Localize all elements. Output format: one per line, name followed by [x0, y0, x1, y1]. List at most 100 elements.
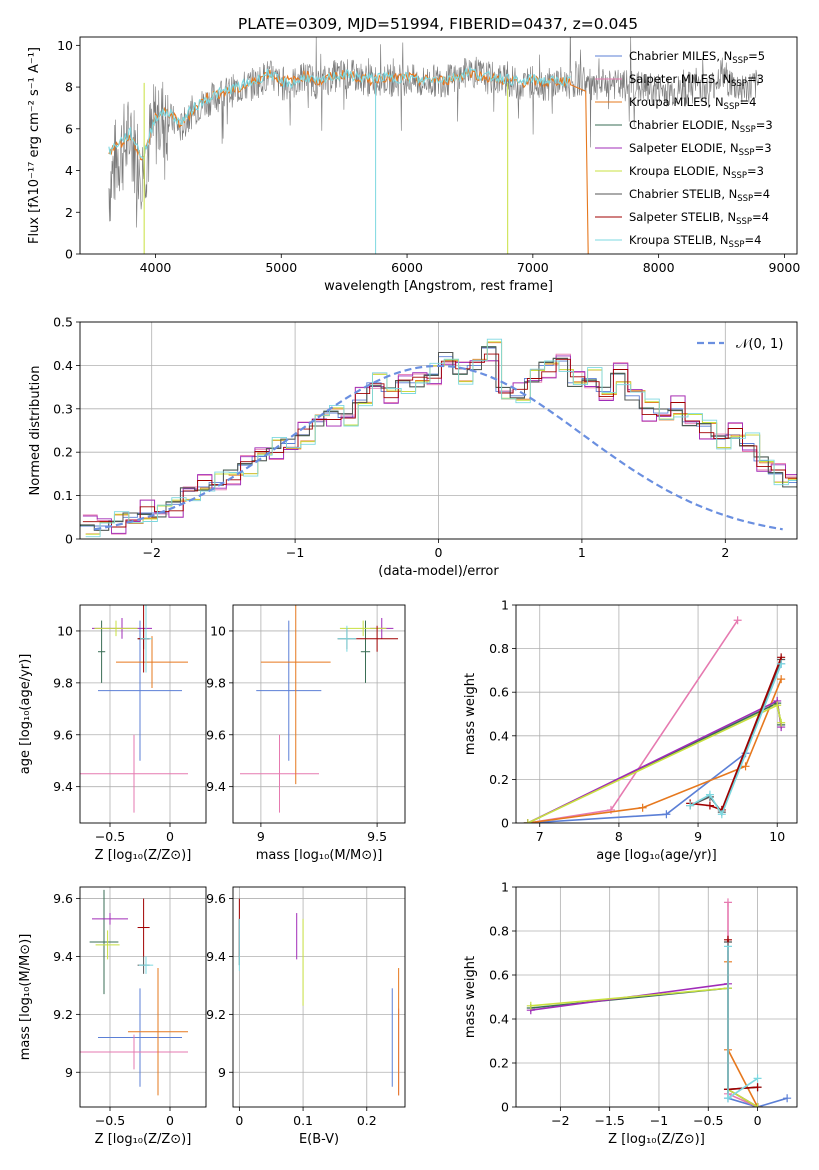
y-tick-label: 0	[501, 1100, 509, 1115]
plot-area-weight_age	[523, 616, 786, 823]
x-axis-label: Z [log₁₀(Z/Z⊙)]	[95, 848, 192, 863]
x-axis-label: mass [log₁₀(M/M⊙)]	[256, 848, 383, 863]
legend-subscript: SSP	[724, 102, 740, 112]
y-tick-label: 6	[65, 121, 73, 136]
weight-marker	[783, 1094, 792, 1103]
x-axis-label: Z [log₁₀(Z/Z⊙)]	[95, 1132, 192, 1147]
weight-line-kroupa-miles	[527, 678, 782, 823]
legend-label: 𝒩(0, 1)	[736, 337, 783, 352]
legend-subscript: SSP	[731, 171, 747, 181]
weight-line-salpeter-miles	[527, 619, 739, 823]
x-tick-label: 9	[694, 829, 702, 844]
legend-count: =4	[752, 210, 769, 224]
weight-marker	[753, 1083, 762, 1092]
x-tick-label: 4000	[140, 260, 172, 275]
weight-line-kroupa-stelib	[727, 946, 759, 1100]
x-tick-label: −0.5	[95, 829, 125, 844]
figure-title: PLATE=0309, MJD=51994, FIBERID=0437, z=0…	[238, 15, 638, 33]
plot-area-Z_mass	[80, 889, 188, 1096]
x-tick-label: 10	[769, 829, 785, 844]
weight-marker	[526, 1001, 535, 1010]
weight-line-kroupa-stelib	[689, 663, 782, 817]
legend-subscript: SSP	[732, 56, 748, 66]
x-tick-label: 8000	[643, 260, 675, 275]
x-tick-label: 0	[166, 829, 174, 844]
weight-line-chabrier-stelib	[727, 942, 758, 1091]
plot-panels: 4000 5000 6000 7000 8000 90000246810wavelengt…	[18, 36, 801, 1147]
x-tick-label: −0.5	[693, 1113, 723, 1128]
axes-frame	[232, 604, 406, 824]
legend-label: Chabrier ELODIE, NSSP=3	[629, 118, 773, 135]
legend-subscript: SSP	[731, 79, 747, 89]
axes-frame	[79, 604, 207, 824]
y-tick-label: 9.4	[206, 949, 226, 964]
x-axis-label: E(B-V)	[299, 1132, 339, 1147]
plot-area-ebv_mass	[238, 898, 400, 1096]
histogram-chabrier-stelib	[80, 346, 797, 531]
y-tick-label: 9	[65, 1065, 73, 1080]
x-tick-label: 9000	[769, 260, 801, 275]
y-axis-label: mass weight	[463, 956, 478, 1038]
x-tick-label: 7	[536, 829, 544, 844]
y-tick-label: 10	[57, 38, 73, 53]
histogram-salpeter-stelib	[82, 353, 797, 528]
x-tick-label: 0	[754, 1113, 762, 1128]
plot-area-weight_Z	[526, 898, 792, 1107]
y-tick-label: 0	[65, 247, 73, 262]
legend-subscript: SSP	[729, 240, 745, 250]
gaussian-curve	[94, 364, 783, 531]
weight-line-kroupa-miles	[727, 961, 759, 1107]
weight-marker	[741, 762, 750, 771]
axes-frame	[79, 886, 207, 1108]
plot-area-Z_age	[80, 605, 188, 813]
x-tick-label: 0	[435, 545, 443, 560]
y-axis-label: age [log₁₀(age/yr)]	[18, 654, 33, 775]
weight-line-salpeter-stelib	[727, 939, 758, 1091]
panel-weight_age: 7 8 9 10 0 0.2 0.4 0.6 0.8 1 age [log₁₀(age/yr)] ma…	[463, 598, 798, 863]
legend-label: Kroupa STELIB, NSSP=4	[629, 233, 761, 250]
panel-spectrum: 4000 5000 6000 7000 8000 9000 0 2 4 6 8 10 wavelengt…	[27, 36, 801, 294]
y-tick-label: 0	[501, 816, 509, 831]
plot-area-spectrum	[108, 37, 760, 254]
y-tick-label: 9.4	[53, 779, 73, 794]
weight-marker	[777, 718, 786, 727]
weight-marker	[723, 1094, 732, 1103]
x-axis-label: age [log₁₀(age/yr)]	[596, 848, 717, 863]
axes-frame	[79, 321, 798, 540]
x-tick-label: 9.5	[367, 829, 387, 844]
y-tick-label: 9.4	[53, 949, 73, 964]
legend-label: Kroupa ELODIE, NSSP=3	[629, 164, 764, 181]
weight-marker	[523, 819, 532, 823]
legend-subscript: SSP	[737, 194, 753, 204]
y-tick-label: 9.8	[206, 675, 226, 690]
panel-weight_Z: −2 −1.5 −1 −0.5 0 0 0.2 0.4 0.6 0.8 1 Z [log₁₀(Z/Z⊙…	[463, 880, 798, 1147]
legend-count: =4	[753, 187, 770, 201]
x-tick-label: −0.5	[95, 1113, 125, 1128]
y-tick-label: 1	[501, 598, 509, 613]
y-tick-label: 0.4	[489, 1012, 509, 1027]
legend-label: Salpeter ELODIE, NSSP=3	[629, 141, 772, 158]
x-tick-label: 2	[721, 545, 729, 560]
legend-subscript: SSP	[739, 148, 755, 158]
legend-label: Salpeter STELIB, NSSP=4	[629, 210, 769, 227]
weight-marker	[773, 701, 782, 710]
y-tick-label: 9.6	[53, 727, 73, 742]
y-tick-label: 9.2	[53, 1007, 73, 1022]
panel-ebv_mass: 0 0.1 0.2 9 9.2 9.4 9.6 E(B-V)	[206, 886, 406, 1147]
y-tick-label: 10	[57, 623, 73, 638]
y-tick-label: 2	[65, 205, 73, 220]
panel-Z_age: −0.5 0 9.4 9.6 9.8 10 Z [log₁₀(Z/Z⊙)] age [log₁…	[18, 604, 207, 863]
weight-line-kroupa-elodie	[527, 704, 782, 823]
weight-marker	[662, 810, 671, 819]
weight-marker	[705, 790, 714, 799]
y-tick-label: 0.8	[489, 641, 509, 656]
spectrum-legend: Chabrier MILES, NSSP=5 Salpeter MILES, NS…	[595, 49, 773, 250]
histogram-salpeter-elodie	[82, 355, 797, 534]
y-axis-label: mass [log₁₀(M/M⊙)]	[18, 934, 33, 1061]
panel-Z_mass: −0.5 0 9 9.2 9.4 9.6 Z [log₁₀(Z/Z⊙)] mass [log₁…	[18, 886, 207, 1147]
x-tick-label: −1	[286, 545, 304, 560]
y-tick-label: 9.2	[206, 1007, 226, 1022]
y-tick-label: 0.6	[489, 685, 509, 700]
x-tick-label: −1	[650, 1113, 668, 1128]
